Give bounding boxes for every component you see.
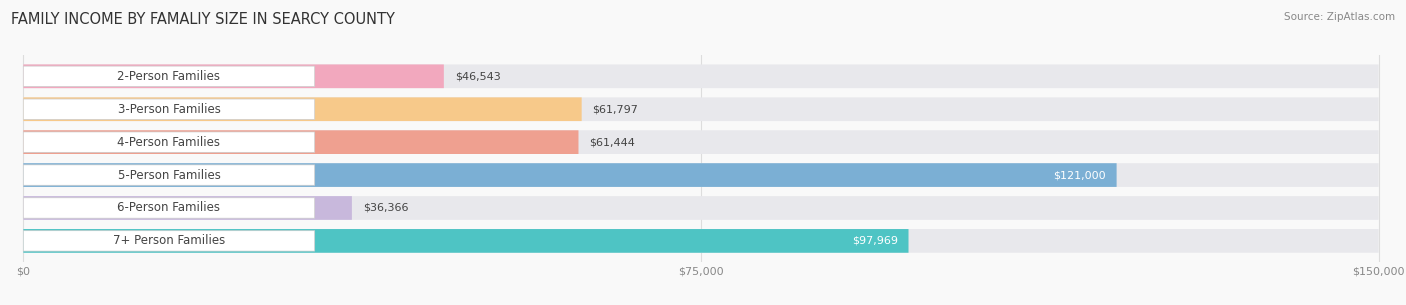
FancyBboxPatch shape: [24, 64, 444, 88]
FancyBboxPatch shape: [24, 64, 1379, 88]
Text: $36,366: $36,366: [363, 203, 408, 213]
Text: $46,543: $46,543: [454, 71, 501, 81]
Text: $61,444: $61,444: [589, 137, 636, 147]
Text: $61,797: $61,797: [592, 104, 638, 114]
Text: FAMILY INCOME BY FAMALIY SIZE IN SEARCY COUNTY: FAMILY INCOME BY FAMALIY SIZE IN SEARCY …: [11, 12, 395, 27]
FancyBboxPatch shape: [24, 165, 315, 185]
Text: 6-Person Families: 6-Person Families: [118, 202, 221, 214]
FancyBboxPatch shape: [24, 196, 351, 220]
Text: 3-Person Families: 3-Person Families: [118, 103, 221, 116]
FancyBboxPatch shape: [24, 132, 315, 152]
FancyBboxPatch shape: [24, 99, 315, 120]
Text: 7+ Person Families: 7+ Person Families: [112, 235, 225, 247]
FancyBboxPatch shape: [24, 229, 1379, 253]
Text: $97,969: $97,969: [852, 236, 897, 246]
FancyBboxPatch shape: [24, 130, 1379, 154]
FancyBboxPatch shape: [24, 130, 578, 154]
Text: 2-Person Families: 2-Person Families: [118, 70, 221, 83]
FancyBboxPatch shape: [24, 163, 1116, 187]
FancyBboxPatch shape: [24, 66, 315, 87]
FancyBboxPatch shape: [24, 231, 315, 251]
FancyBboxPatch shape: [24, 97, 1379, 121]
Text: Source: ZipAtlas.com: Source: ZipAtlas.com: [1284, 12, 1395, 22]
Text: 5-Person Families: 5-Person Families: [118, 169, 221, 181]
FancyBboxPatch shape: [24, 196, 1379, 220]
Text: $121,000: $121,000: [1053, 170, 1105, 180]
Text: 4-Person Families: 4-Person Families: [118, 136, 221, 149]
FancyBboxPatch shape: [24, 229, 908, 253]
FancyBboxPatch shape: [24, 163, 1379, 187]
FancyBboxPatch shape: [24, 198, 315, 218]
FancyBboxPatch shape: [24, 97, 582, 121]
